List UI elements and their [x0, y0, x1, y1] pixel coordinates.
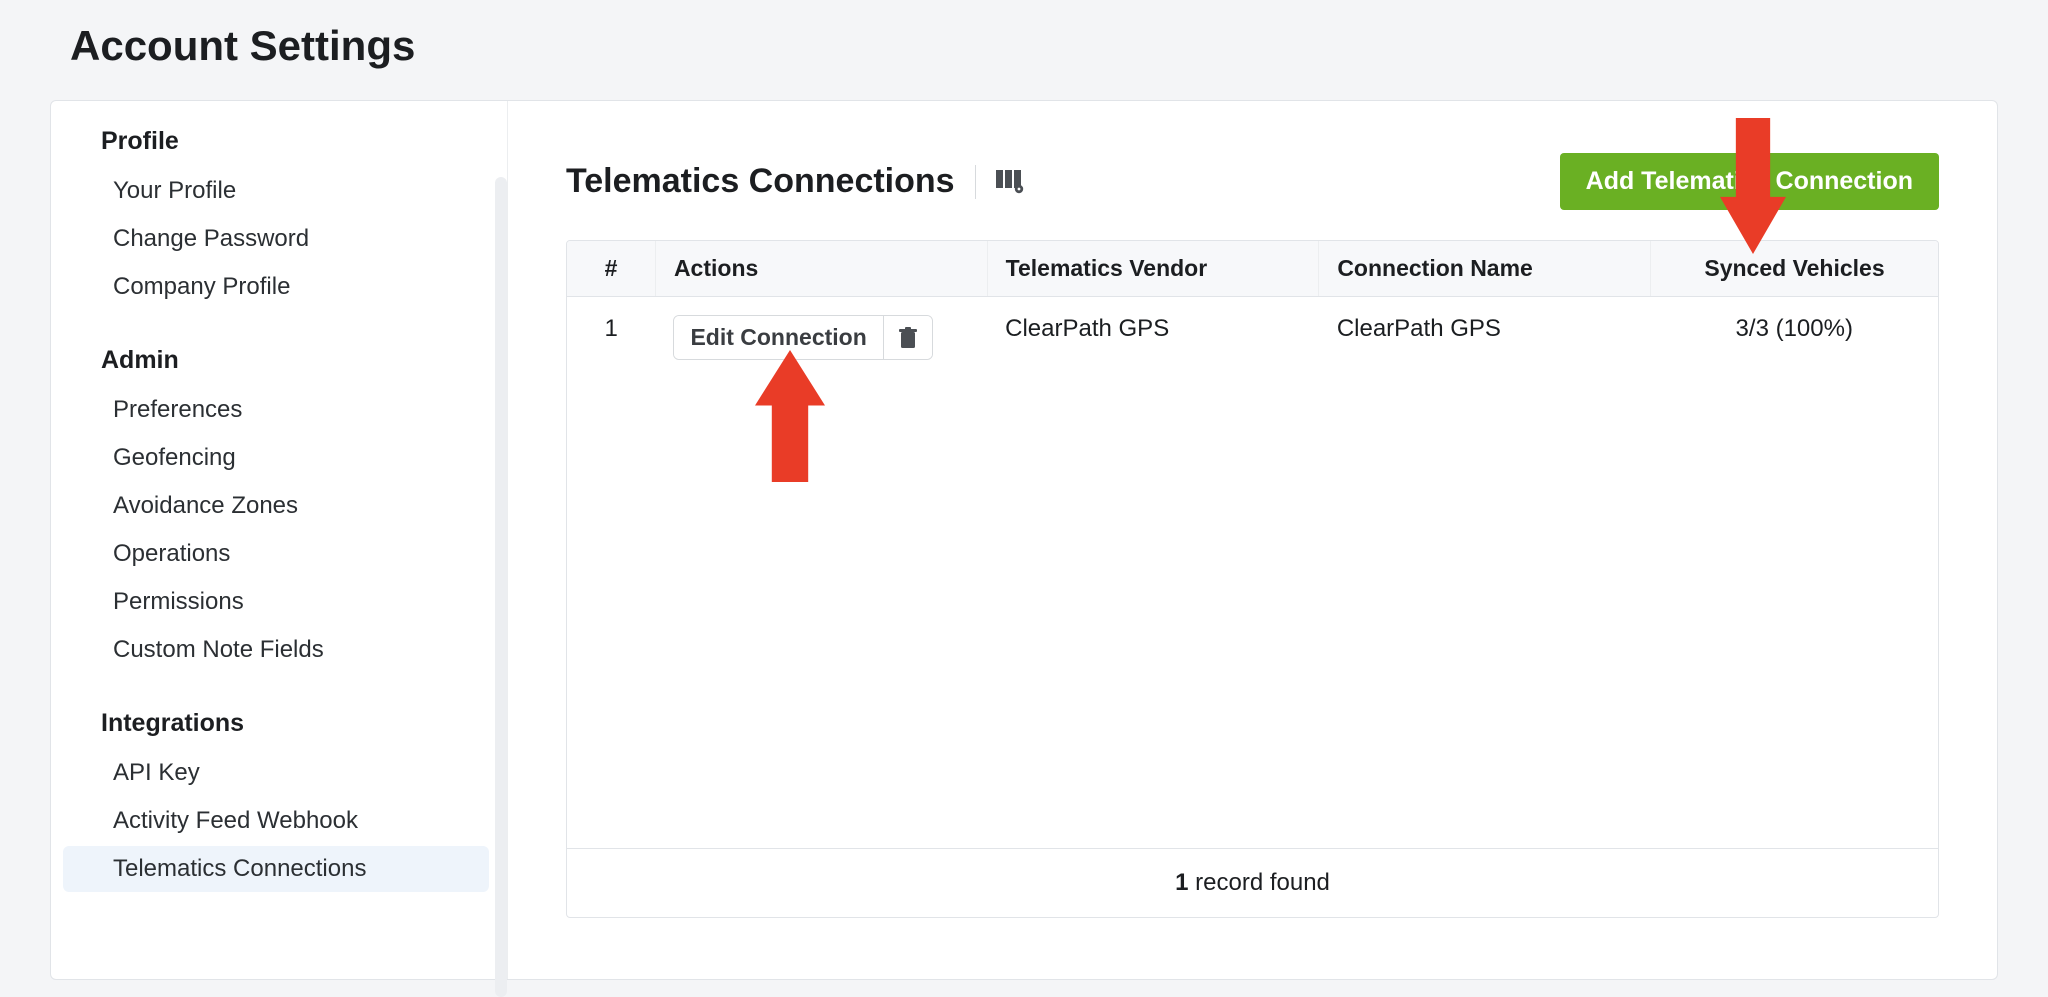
columns-icon — [996, 170, 1024, 194]
row-actions: Edit Connection — [673, 315, 932, 360]
sidebar-group-integrations: Integrations — [51, 703, 507, 748]
edit-connection-button[interactable]: Edit Connection — [674, 316, 882, 359]
connections-table: # Actions Telematics Vendor Connection N… — [566, 240, 1939, 918]
sidebar-item-avoidance-zones[interactable]: Avoidance Zones — [63, 483, 489, 529]
sidebar-item-api-key[interactable]: API Key — [63, 750, 489, 796]
sidebar-item-change-password[interactable]: Change Password — [63, 216, 489, 262]
column-settings-button[interactable] — [996, 170, 1024, 194]
delete-connection-button[interactable] — [883, 316, 932, 359]
main-header: Telematics Connections Add Telematics Co… — [566, 153, 1939, 210]
main-title: Telematics Connections — [566, 162, 955, 201]
sidebar-item-permissions[interactable]: Permissions — [63, 579, 489, 625]
col-header-name[interactable]: Connection Name — [1319, 241, 1651, 297]
record-found-text: record found — [1188, 869, 1329, 896]
table-header-row: # Actions Telematics Vendor Connection N… — [567, 241, 1938, 297]
page-title: Account Settings — [0, 0, 2048, 78]
trash-icon — [898, 327, 918, 349]
scrollbar-thumb[interactable] — [495, 177, 507, 997]
divider — [975, 165, 976, 199]
sidebar-item-telematics-connections[interactable]: Telematics Connections — [63, 846, 489, 892]
cell-vendor: ClearPath GPS — [987, 297, 1319, 379]
sidebar-item-geofencing[interactable]: Geofencing — [63, 435, 489, 481]
sidebar-group-admin: Admin — [51, 340, 507, 385]
table-footer: 1 record found — [567, 848, 1938, 917]
settings-card: Profile Your Profile Change Password Com… — [50, 100, 1998, 980]
cell-connection-name: ClearPath GPS — [1319, 297, 1651, 379]
sidebar-item-preferences[interactable]: Preferences — [63, 387, 489, 433]
record-count: 1 — [1175, 869, 1188, 896]
col-header-number[interactable]: # — [567, 241, 655, 297]
col-header-actions[interactable]: Actions — [655, 241, 987, 297]
col-header-vendor[interactable]: Telematics Vendor — [987, 241, 1319, 297]
table-row: 1 Edit Connection — [567, 297, 1938, 379]
sidebar-item-custom-note-fields[interactable]: Custom Note Fields — [63, 627, 489, 673]
col-header-synced[interactable]: Synced Vehicles — [1651, 241, 1939, 297]
cell-row-number: 1 — [567, 297, 655, 379]
add-telematics-connection-button[interactable]: Add Telematics Connection — [1560, 153, 1939, 210]
sidebar: Profile Your Profile Change Password Com… — [51, 101, 508, 979]
sidebar-item-operations[interactable]: Operations — [63, 531, 489, 577]
sidebar-group-profile: Profile — [51, 121, 507, 166]
main-panel: Telematics Connections Add Telematics Co… — [508, 101, 1997, 979]
sidebar-item-your-profile[interactable]: Your Profile — [63, 168, 489, 214]
sidebar-item-company-profile[interactable]: Company Profile — [63, 264, 489, 310]
cell-synced-vehicles: 3/3 (100%) — [1651, 297, 1939, 379]
sidebar-item-activity-feed-webhook[interactable]: Activity Feed Webhook — [63, 798, 489, 844]
